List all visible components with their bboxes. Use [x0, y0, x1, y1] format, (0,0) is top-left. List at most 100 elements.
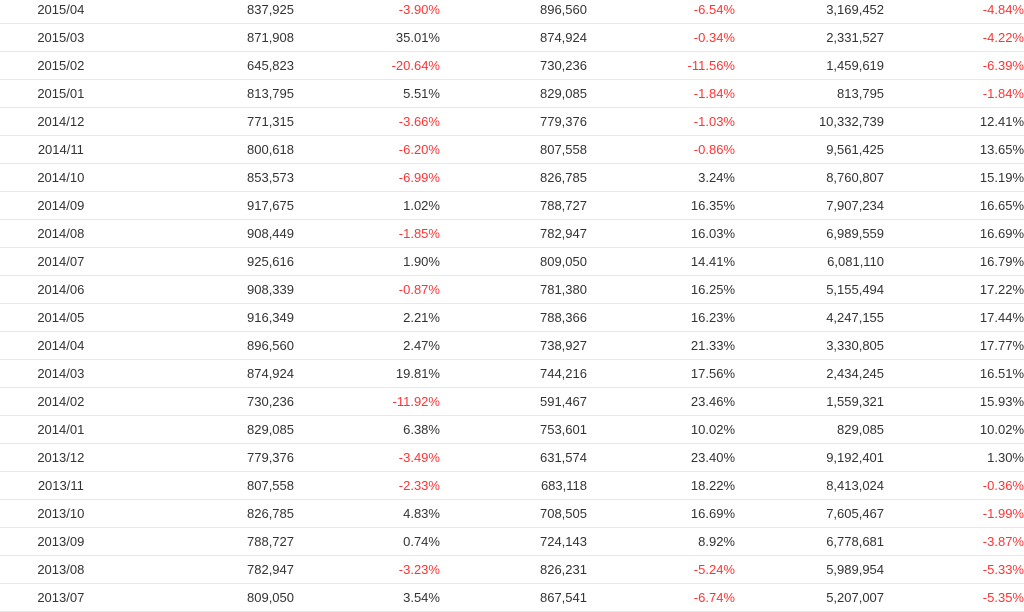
compare-value-cell: 874,924: [439, 23, 587, 52]
compare-value-cell: 738,927: [439, 331, 587, 360]
date-cell: 2014/04: [0, 331, 122, 360]
compare-value-cell: 724,143: [439, 527, 587, 556]
date-cell: 2013/07: [0, 583, 122, 612]
table-row: 2013/10 826,785 4.83% 708,505 16.69% 7,605,46…: [0, 499, 1024, 528]
table-row: 2015/04 837,925 -3.90% 896,560 -6.54% 3,169,4…: [0, 0, 1024, 24]
compare-value-cell: 781,380: [439, 275, 587, 304]
cumulative-change-cell: -5.35%: [884, 583, 1024, 612]
yoy-change-cell: 14.41%: [586, 247, 735, 276]
yoy-change-cell: 23.40%: [586, 443, 735, 472]
value-cell: 779,376: [121, 443, 294, 472]
compare-value-cell: 782,947: [439, 219, 587, 248]
cumulative-cell: 2,331,527: [735, 23, 885, 52]
table-row: 2014/02 730,236 -11.92% 591,467 23.46% 1,559,…: [0, 387, 1024, 416]
value-cell: 917,675: [121, 191, 294, 220]
value-cell: 837,925: [121, 0, 294, 24]
value-cell: 874,924: [121, 359, 294, 388]
yoy-change-cell: 10.02%: [586, 415, 735, 444]
cumulative-cell: 1,559,321: [735, 387, 885, 416]
compare-value-cell: 826,785: [439, 163, 587, 192]
cumulative-cell: 7,605,467: [735, 499, 885, 528]
table-row: 2014/04 896,560 2.47% 738,927 21.33% 3,330,80…: [0, 331, 1024, 360]
value-cell: 800,618: [121, 135, 294, 164]
cumulative-change-cell: 12.41%: [884, 107, 1024, 136]
cumulative-cell: 6,989,559: [735, 219, 885, 248]
date-cell: 2015/02: [0, 51, 122, 80]
value-cell: 829,085: [121, 415, 294, 444]
cumulative-cell: 829,085: [735, 415, 885, 444]
cumulative-cell: 3,169,452: [735, 0, 885, 24]
table-row: 2015/01 813,795 5.51% 829,085 -1.84% 813,795-…: [0, 79, 1024, 108]
change-cell: 0.74%: [294, 527, 440, 556]
yoy-change-cell: 18.22%: [586, 471, 735, 500]
value-cell: 782,947: [121, 555, 294, 584]
date-cell: 2013/11: [0, 471, 122, 500]
date-cell: 2014/10: [0, 163, 122, 192]
change-cell: -11.92%: [294, 387, 440, 416]
table-row: 2015/02 645,823 -20.64% 730,236 -11.56% 1,459…: [0, 51, 1024, 80]
table-row: 2013/11 807,558 -2.33% 683,118 18.22% 8,413,0…: [0, 471, 1024, 500]
value-cell: 730,236: [121, 387, 294, 416]
value-cell: 645,823: [121, 51, 294, 80]
change-cell: 1.02%: [294, 191, 440, 220]
change-cell: -20.64%: [294, 51, 440, 80]
cumulative-change-cell: 10.02%: [884, 415, 1024, 444]
cumulative-change-cell: -0.36%: [884, 471, 1024, 500]
compare-value-cell: 631,574: [439, 443, 587, 472]
date-cell: 2014/03: [0, 359, 122, 388]
cumulative-cell: 6,081,110: [735, 247, 885, 276]
change-cell: 35.01%: [294, 23, 440, 52]
date-cell: 2014/08: [0, 219, 122, 248]
cumulative-change-cell: 16.79%: [884, 247, 1024, 276]
yoy-change-cell: -5.24%: [586, 555, 735, 584]
cumulative-change-cell: -6.39%: [884, 51, 1024, 80]
table-row: 2014/01 829,085 6.38% 753,601 10.02% 829,085 1…: [0, 415, 1024, 444]
compare-value-cell: 708,505: [439, 499, 587, 528]
date-cell: 2015/01: [0, 79, 122, 108]
value-cell: 809,050: [121, 583, 294, 612]
value-cell: 925,616: [121, 247, 294, 276]
cumulative-cell: 5,989,954: [735, 555, 885, 584]
yoy-change-cell: 16.23%: [586, 303, 735, 332]
compare-value-cell: 730,236: [439, 51, 587, 80]
cumulative-cell: 8,760,807: [735, 163, 885, 192]
cumulative-cell: 2,434,245: [735, 359, 885, 388]
compare-value-cell: 829,085: [439, 79, 587, 108]
yoy-change-cell: -11.56%: [586, 51, 735, 80]
value-cell: 916,349: [121, 303, 294, 332]
yoy-change-cell: 3.24%: [586, 163, 735, 192]
yoy-change-cell: -0.86%: [586, 135, 735, 164]
table-row: 2013/07 809,050 3.54% 867,541 -6.74% 5,207,00…: [0, 583, 1024, 612]
yoy-change-cell: 21.33%: [586, 331, 735, 360]
cumulative-cell: 1,459,619: [735, 51, 885, 80]
change-cell: -3.23%: [294, 555, 440, 584]
value-cell: 896,560: [121, 331, 294, 360]
date-cell: 2013/08: [0, 555, 122, 584]
date-cell: 2013/09: [0, 527, 122, 556]
table-row: 2014/08 908,449 -1.85% 782,947 16.03% 6,989,5…: [0, 219, 1024, 248]
yoy-change-cell: 23.46%: [586, 387, 735, 416]
value-cell: 908,339: [121, 275, 294, 304]
date-cell: 2015/04: [0, 0, 122, 24]
change-cell: -0.87%: [294, 275, 440, 304]
cumulative-cell: 9,561,425: [735, 135, 885, 164]
yoy-change-cell: -6.54%: [586, 0, 735, 24]
change-cell: 2.21%: [294, 303, 440, 332]
value-cell: 826,785: [121, 499, 294, 528]
cumulative-cell: 8,413,024: [735, 471, 885, 500]
date-cell: 2013/12: [0, 443, 122, 472]
yoy-change-cell: -0.34%: [586, 23, 735, 52]
date-cell: 2014/05: [0, 303, 122, 332]
cumulative-change-cell: 15.19%: [884, 163, 1024, 192]
date-cell: 2014/01: [0, 415, 122, 444]
cumulative-cell: 5,207,007: [735, 583, 885, 612]
value-cell: 853,573: [121, 163, 294, 192]
date-cell: 2014/06: [0, 275, 122, 304]
cumulative-cell: 813,795: [735, 79, 885, 108]
yoy-change-cell: 16.69%: [586, 499, 735, 528]
table-row: 2013/09 788,727 0.74% 724,143 8.92% 6,778,681…: [0, 527, 1024, 556]
compare-value-cell: 683,118: [439, 471, 587, 500]
cumulative-cell: 10,332,739: [735, 107, 885, 136]
change-cell: 2.47%: [294, 331, 440, 360]
compare-value-cell: 809,050: [439, 247, 587, 276]
